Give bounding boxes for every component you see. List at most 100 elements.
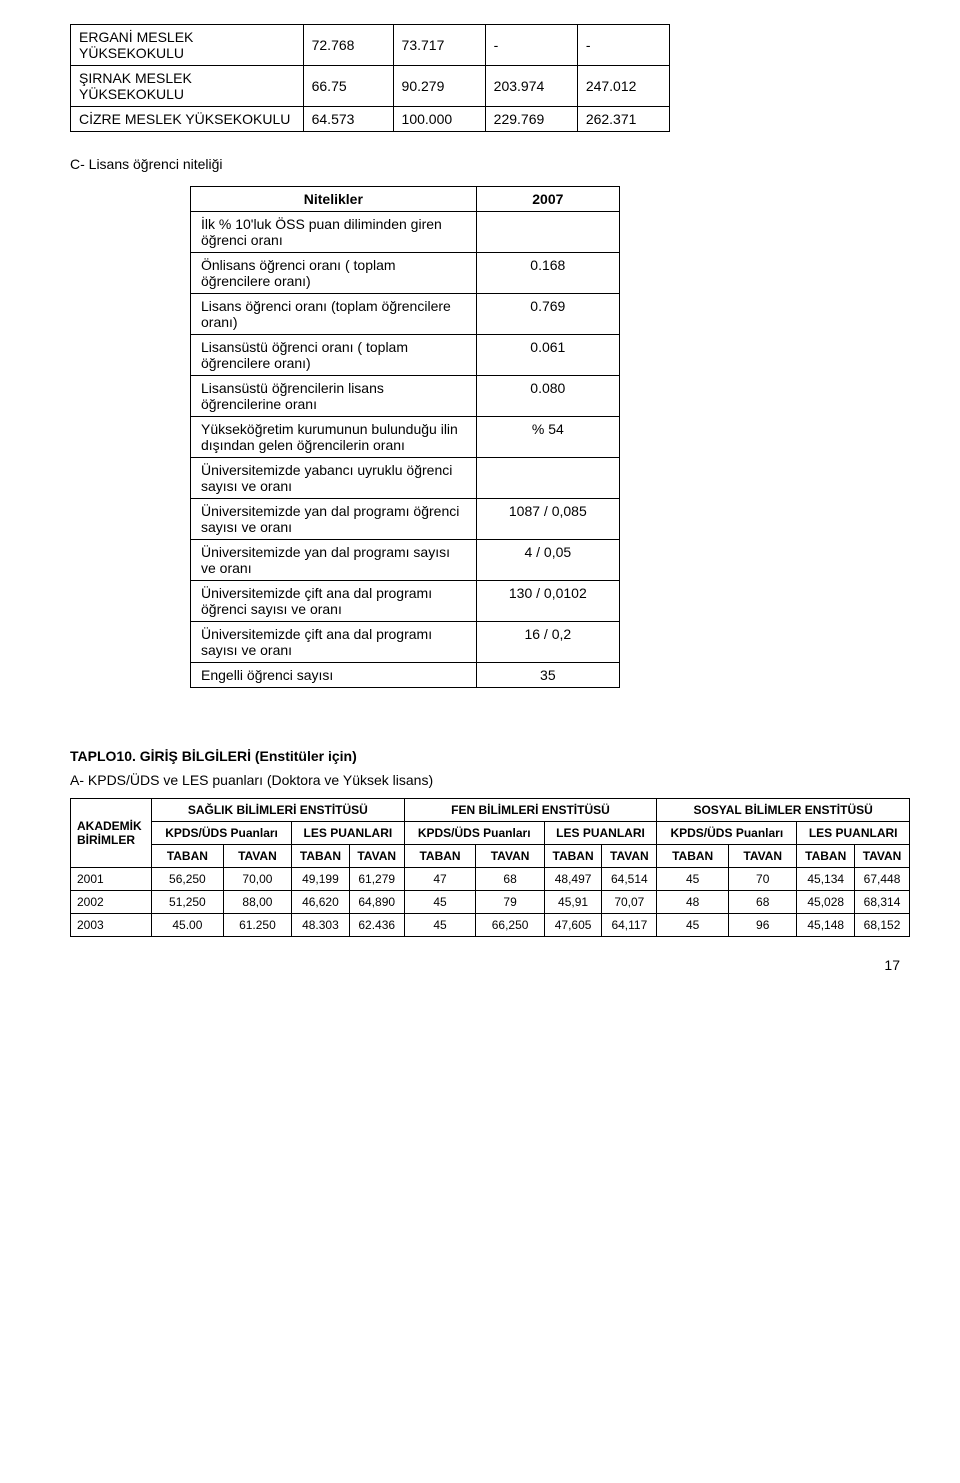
- cell: 64,117: [602, 914, 657, 937]
- cell: 96: [729, 914, 797, 937]
- cell: 45.00: [152, 914, 224, 937]
- cell: 70,00: [223, 868, 291, 891]
- cell: 66,250: [476, 914, 544, 937]
- header-group: SOSYAL BİLİMLER ENSTİTÜSÜ: [657, 799, 910, 822]
- table-row: 2002 51,250 88,00 46,620 64,890 45 79 45…: [71, 891, 910, 914]
- page-number: 17: [70, 957, 920, 973]
- year: 2001: [71, 868, 152, 891]
- row-value: 16 / 0,2: [476, 622, 619, 663]
- header-nitelikler: Nitelikler: [191, 187, 477, 212]
- row-label: Engelli öğrenci sayısı: [191, 663, 477, 688]
- cell: -: [577, 25, 669, 66]
- cell: 45,028: [797, 891, 855, 914]
- sub-header: LES PUANLARI: [797, 822, 910, 845]
- col-label: TAVAN: [223, 845, 291, 868]
- cell: 48: [657, 891, 729, 914]
- table-row: ŞIRNAK MESLEK YÜKSEKOKULU 66.75 90.279 2…: [71, 66, 670, 107]
- row-value: 0.061: [476, 335, 619, 376]
- kpds-les-table: AKADEMİK BİRİMLER SAĞLIK BİLİMLERİ ENSTİ…: [70, 798, 910, 937]
- table-row: Üniversitemizde yan dal programı öğrenci…: [191, 499, 620, 540]
- row-label: Lisansüstü öğrencilerin lisans öğrencile…: [191, 376, 477, 417]
- cell: 62.436: [349, 914, 404, 937]
- sub-header: KPDS/ÜDS Puanları: [404, 822, 544, 845]
- cell: 45,91: [544, 891, 602, 914]
- table-row: ERGANİ MESLEK YÜKSEKOKULU 72.768 73.717 …: [71, 25, 670, 66]
- col-label: TABAN: [292, 845, 350, 868]
- cell: 72.768: [303, 25, 393, 66]
- year: 2003: [71, 914, 152, 937]
- cell: 49,199: [292, 868, 350, 891]
- school-name: CİZRE MESLEK YÜKSEKOKULU: [71, 107, 304, 132]
- cell: 45,134: [797, 868, 855, 891]
- row-label: Üniversitemizde yabancı uyruklu öğrenci …: [191, 458, 477, 499]
- sub-header: KPDS/ÜDS Puanları: [152, 822, 292, 845]
- table-row: Lisansüstü öğrencilerin lisans öğrencile…: [191, 376, 620, 417]
- table-row: 2003 45.00 61.250 48.303 62.436 45 66,25…: [71, 914, 910, 937]
- schools-table: ERGANİ MESLEK YÜKSEKOKULU 72.768 73.717 …: [70, 24, 670, 132]
- cell: 90.279: [393, 66, 485, 107]
- cell: -: [485, 25, 577, 66]
- cell: 68,152: [855, 914, 910, 937]
- row-label: Üniversitemizde yan dal programı sayısı …: [191, 540, 477, 581]
- table-row: Lisansüstü öğrenci oranı ( toplam öğrenc…: [191, 335, 620, 376]
- row-label: Lisansüstü öğrenci oranı ( toplam öğrenc…: [191, 335, 477, 376]
- col-label: TABAN: [657, 845, 729, 868]
- table-row: Üniversitemizde yan dal programı sayısı …: [191, 540, 620, 581]
- col-label: TABAN: [152, 845, 224, 868]
- cell: 45: [404, 914, 476, 937]
- header-group: FEN BİLİMLERİ ENSTİTÜSÜ: [404, 799, 657, 822]
- cell: 247.012: [577, 66, 669, 107]
- row-value: 1087 / 0,085: [476, 499, 619, 540]
- cell: 51,250: [152, 891, 224, 914]
- table-row: Lisans öğrenci oranı (toplam öğrencilere…: [191, 294, 620, 335]
- cell: 56,250: [152, 868, 224, 891]
- table-row: Üniversitemizde çift ana dal programı sa…: [191, 622, 620, 663]
- cell: 64,890: [349, 891, 404, 914]
- cell: 73.717: [393, 25, 485, 66]
- nitelikler-table: Nitelikler 2007 İlk % 10'luk ÖSS puan di…: [190, 186, 620, 688]
- table-row: Üniversitemizde yabancı uyruklu öğrenci …: [191, 458, 620, 499]
- row-value: [476, 212, 619, 253]
- header-group: SAĞLIK BİLİMLERİ ENSTİTÜSÜ: [152, 799, 405, 822]
- cell: 45: [657, 914, 729, 937]
- cell: 48,497: [544, 868, 602, 891]
- col-label: TAVAN: [476, 845, 544, 868]
- row-value: 0.080: [476, 376, 619, 417]
- cell: 61,279: [349, 868, 404, 891]
- school-name: ŞIRNAK MESLEK YÜKSEKOKULU: [71, 66, 304, 107]
- cell: 48.303: [292, 914, 350, 937]
- year: 2002: [71, 891, 152, 914]
- cell: 68: [476, 868, 544, 891]
- school-name: ERGANİ MESLEK YÜKSEKOKULU: [71, 25, 304, 66]
- cell: 70,07: [602, 891, 657, 914]
- cell: 88,00: [223, 891, 291, 914]
- cell: 45: [404, 891, 476, 914]
- cell: 229.769: [485, 107, 577, 132]
- cell: 67,448: [855, 868, 910, 891]
- row-label: İlk % 10'luk ÖSS puan diliminden giren ö…: [191, 212, 477, 253]
- cell: 64.573: [303, 107, 393, 132]
- table-row: Engelli öğrenci sayısı35: [191, 663, 620, 688]
- cell: 68: [729, 891, 797, 914]
- row-value: [476, 458, 619, 499]
- row-label: Üniversitemizde çift ana dal programı sa…: [191, 622, 477, 663]
- sub-a-title: A- KPDS/ÜDS ve LES puanları (Doktora ve …: [70, 772, 920, 788]
- cell: 45: [657, 868, 729, 891]
- table-row: Önlisans öğrenci oranı ( toplam öğrencil…: [191, 253, 620, 294]
- table-row: Yükseköğretim kurumunun bulunduğu ilin d…: [191, 417, 620, 458]
- col-label: TABAN: [797, 845, 855, 868]
- header-year: 2007: [476, 187, 619, 212]
- row-value: 4 / 0,05: [476, 540, 619, 581]
- col-label: TAVAN: [602, 845, 657, 868]
- table-row: 2001 56,250 70,00 49,199 61,279 47 68 48…: [71, 868, 910, 891]
- row-value: 35: [476, 663, 619, 688]
- row-label: Lisans öğrenci oranı (toplam öğrencilere…: [191, 294, 477, 335]
- cell: 66.75: [303, 66, 393, 107]
- cell: 47,605: [544, 914, 602, 937]
- cell: 64,514: [602, 868, 657, 891]
- col-label: TAVAN: [349, 845, 404, 868]
- cell: 47: [404, 868, 476, 891]
- cell: 262.371: [577, 107, 669, 132]
- cell: 70: [729, 868, 797, 891]
- header-akademik-birimler: AKADEMİK BİRİMLER: [71, 799, 152, 868]
